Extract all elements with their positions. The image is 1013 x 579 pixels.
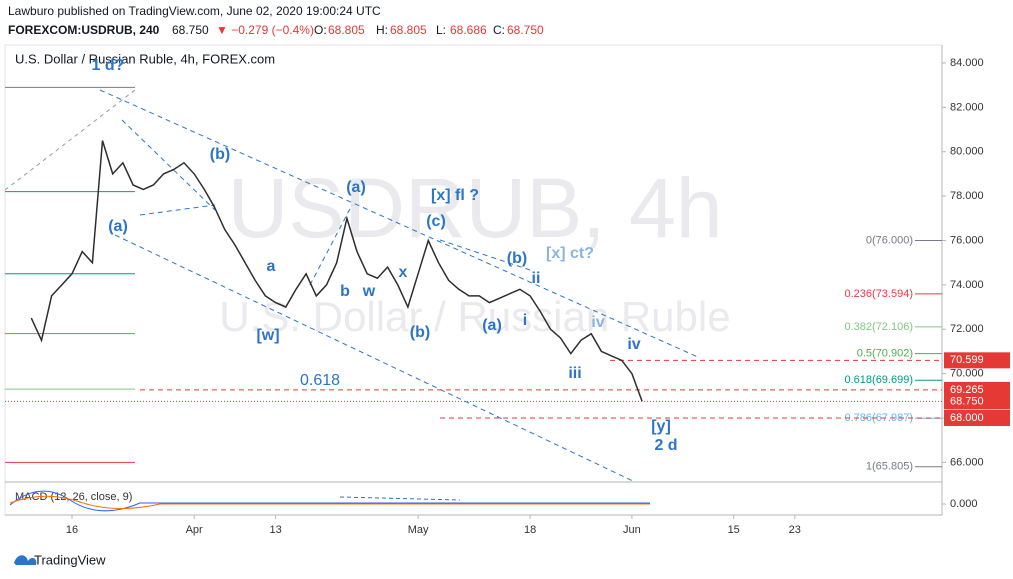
watermark-symbol: USDRUB, 4h: [228, 161, 723, 255]
wave-label: w: [362, 283, 376, 300]
y-tick-label: 78.000: [950, 190, 984, 202]
wave-label: (a): [346, 179, 366, 196]
y-tick-label: 82.000: [950, 101, 984, 113]
price-badge-label: 70.599: [950, 354, 984, 366]
price-change: ▼ −0.279 (−0.4%): [216, 23, 314, 37]
x-tick-label: Jun: [623, 524, 641, 536]
watermark-name: U.S. Dollar / Russian Ruble: [219, 293, 730, 340]
x-tick-label: May: [408, 524, 429, 536]
fib-label: 0.236(73.594): [845, 288, 914, 300]
y-tick-label: 66.000: [950, 456, 984, 468]
macd-trend: [339, 496, 461, 501]
fib-label: 0(76.000): [866, 234, 913, 246]
wave-label: 1 d?: [92, 57, 125, 74]
macd-tick-label: 0.000: [950, 498, 978, 510]
wave-label: x: [399, 264, 408, 281]
macd-signal: [9, 495, 650, 509]
x-tick-label: 23: [789, 524, 801, 536]
wave-label: (b): [507, 250, 527, 267]
ohlc-value: 68.805: [328, 23, 365, 37]
price-badge-label: 68.750: [950, 395, 984, 407]
wave-label: 2 d: [654, 437, 677, 454]
wave-label: 0.618: [300, 372, 340, 389]
last-price: 68.750: [172, 23, 209, 37]
wave-label: iv: [627, 336, 640, 353]
price-line-series: [30, 140, 643, 402]
ohlc-label: C:: [493, 23, 505, 37]
wave-label: iii: [568, 365, 581, 382]
wave-label: [x] ct?: [546, 245, 594, 262]
wave-label: iv: [591, 314, 604, 331]
plot-area: [4, 44, 943, 516]
ohlc-label: H:: [376, 23, 388, 37]
brand: TradingView: [34, 552, 106, 567]
wave-label: i: [523, 312, 527, 329]
brand-logo: [14, 555, 37, 565]
price-badge-label: 68.000: [950, 412, 984, 424]
wave-label: (a): [108, 218, 128, 235]
y-tick-label: 76.000: [950, 234, 984, 246]
wave-label: a: [267, 258, 276, 275]
price-badge: [944, 393, 1010, 410]
price-badge: [944, 409, 1010, 426]
wave-label: ii: [532, 270, 541, 287]
wave-label: (c): [426, 213, 446, 230]
ohlc-label: L:: [436, 23, 446, 37]
x-tick-label: 15: [728, 524, 740, 536]
x-tick-label: Apr: [186, 524, 203, 536]
wave-label: (b): [210, 146, 230, 163]
channel-lines: [99, 89, 701, 483]
y-tick-label: 70.000: [950, 368, 984, 380]
x-tick-label: 13: [269, 524, 281, 536]
ohlc-value: 68.750: [507, 23, 544, 37]
fib-label: 1(65.805): [866, 461, 913, 473]
fib-label: 0.786(67.987): [845, 412, 914, 424]
wave-label: [x] fl ?: [431, 187, 479, 204]
y-tick-label: 80.000: [950, 146, 984, 158]
symbol: FOREXCOM:USDRUB, 240: [8, 23, 160, 37]
ohlc-value: 68.686: [450, 23, 487, 37]
trend-line: [4, 89, 136, 191]
y-tick-label: 72.000: [950, 323, 984, 335]
chart-title: U.S. Dollar / Russian Ruble, 4h, FOREX.c…: [15, 51, 275, 66]
wave-label: b: [340, 283, 350, 300]
wave-label: [y]: [651, 418, 671, 435]
fib-label: 0.5(70.902): [857, 348, 913, 360]
ohlc-label: O:: [314, 23, 327, 37]
y-tick-label: 74.000: [950, 279, 984, 291]
fib-label: 0.618(69.699): [845, 374, 914, 386]
wave-label: (b): [410, 324, 430, 341]
x-tick-label: 16: [66, 524, 78, 536]
published-line: Lawburo published on TradingView.com, Ju…: [8, 4, 381, 18]
price-badge: [944, 352, 1010, 369]
y-tick-label: 84.000: [950, 57, 984, 69]
wave-label: (a): [482, 317, 502, 334]
ohlc-value: 68.805: [390, 23, 427, 37]
x-tick-label: 18: [524, 524, 536, 536]
macd-label: MACD (12, 26, close, 9): [15, 491, 132, 503]
price-badge-label: 69.265: [950, 384, 984, 396]
wave-label: [w]: [256, 327, 279, 344]
fib-label: 0.382(72.106): [845, 321, 914, 333]
